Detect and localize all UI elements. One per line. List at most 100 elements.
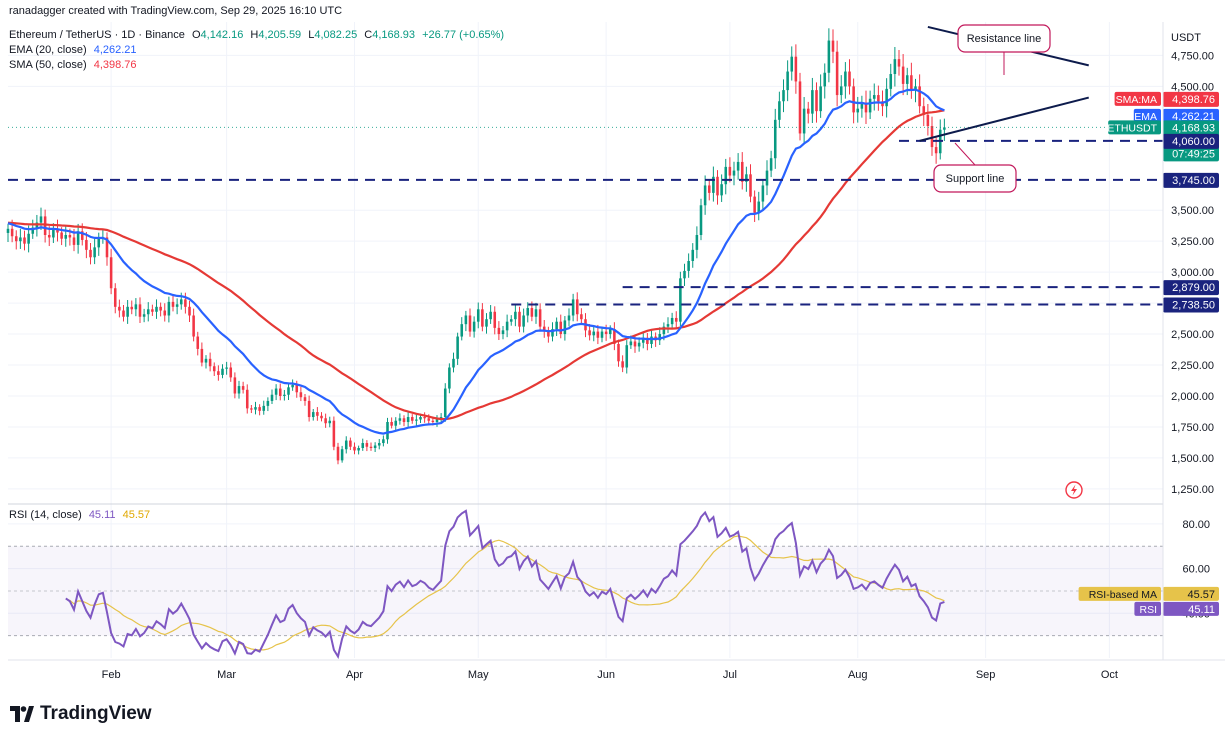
candle [336,442,340,465]
candle-body [509,319,513,322]
candle [848,59,851,95]
candle [819,74,822,118]
candle [332,416,336,451]
candle [864,90,868,124]
price-label: 4,398.76 SMA:MA [1114,91,1219,107]
candle [910,62,913,99]
price-tick-label: 3,250.00 [1171,236,1214,248]
candle [353,442,356,455]
candle-body [10,228,14,237]
candle [233,372,237,399]
candle-body [56,228,59,233]
candle-body [431,420,435,422]
candle-body [617,343,620,362]
candle [860,95,864,118]
candle-body [291,384,294,388]
tradingview-logo: TradingView [10,703,152,725]
rsi-legend: RSI (14, close) 45.11 45.57 [9,508,154,522]
candle-body [889,74,893,89]
candle-body [476,309,480,322]
currency-label: USDT [1171,32,1201,44]
candle-body [811,90,814,114]
candle [192,308,195,342]
rsi-tick-label: 80.00 [1182,519,1210,531]
candle-body [105,237,109,258]
price-label-text: 2,738.50 [1172,300,1215,312]
candle-body [526,308,530,316]
time-tick-label: Apr [346,669,363,681]
candle-body [926,114,930,127]
candle [76,223,80,254]
candle-body [377,443,381,446]
candle [658,327,662,346]
candle-body [538,309,542,327]
price-tick-label: 2,250.00 [1171,360,1214,372]
candle [142,308,146,323]
candle-body [60,232,63,239]
candle [547,326,550,343]
candle [175,298,179,315]
candle [43,209,47,243]
candle [320,412,323,422]
lightning-icon[interactable] [1065,481,1083,499]
low-value: 4,082.25 [314,29,358,41]
candle-body [175,304,179,307]
candle [687,253,690,278]
candle-body [815,90,818,112]
tradingview-logo-icon [10,706,34,722]
candle-body [542,326,546,332]
candle-body [316,412,319,416]
candle-body [691,249,695,261]
low-label: L [308,29,315,41]
candle [410,414,414,424]
time-tick-label: Aug [848,669,868,681]
candle-body [547,331,550,337]
candle-body [357,447,360,451]
rsi-axis-label-value: 45.11 [1188,604,1215,616]
candle-body [97,238,101,248]
candle [287,382,290,400]
candle [782,79,785,113]
candle [163,303,167,322]
candle [811,77,814,123]
candle [452,352,455,373]
candle [736,153,740,180]
candle-body [794,56,798,82]
candle [600,327,604,343]
rsi-label: RSI (14, close) [9,509,82,521]
candle-body [761,185,765,202]
candle-body [765,170,769,186]
rsi-ma-value: 45.57 [122,509,151,521]
candle-body [31,227,35,234]
candle-body [225,367,228,369]
candle-body [905,75,909,84]
candle [122,305,125,322]
candle [823,63,827,99]
candle [225,361,228,375]
candle [130,300,134,315]
candle-body [262,405,266,411]
candle-body [266,400,270,406]
candle-body [728,166,732,176]
candle [406,412,410,427]
candle-body [650,336,653,344]
candle [460,317,464,341]
candle-body [918,86,921,107]
candle-body [52,228,55,238]
candle-body [600,331,604,338]
candle [518,306,521,333]
candle [621,355,624,373]
candle-body [113,288,117,307]
candle-body [464,315,468,325]
candle [299,386,303,402]
candle-body [897,59,901,67]
candle [514,304,517,327]
price-tick-label: 2,000.00 [1171,391,1214,403]
candle [386,417,389,444]
price-label: 3,745.00 [1163,172,1219,188]
candle-body [192,315,195,337]
candle-body [472,321,476,332]
candle [217,365,220,381]
candle [588,324,591,341]
price-label-tag: ETHUSDT [1107,122,1157,134]
